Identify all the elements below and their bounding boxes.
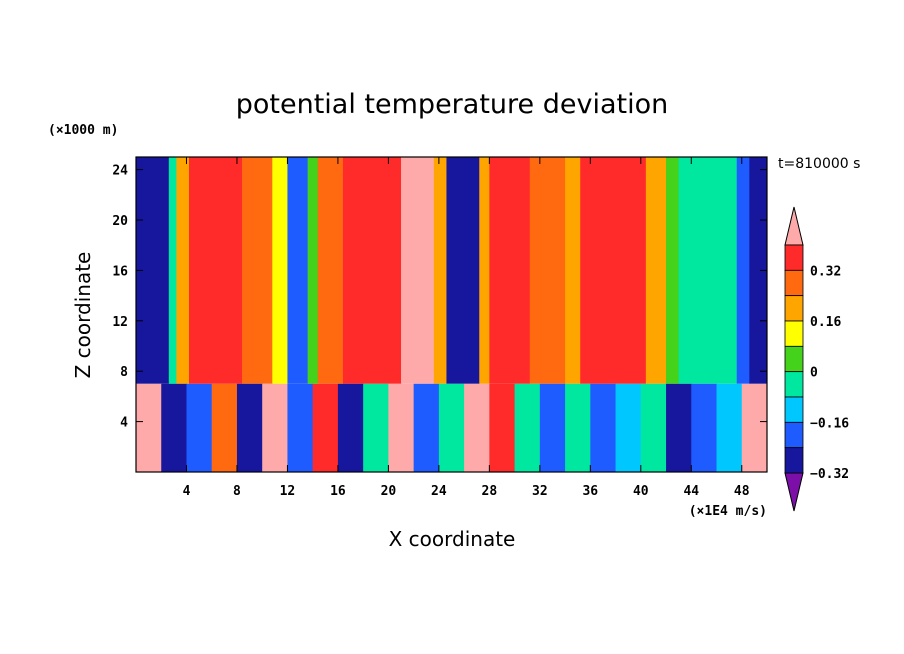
lower-column-19: [615, 383, 642, 472]
lower-column-15: [514, 383, 541, 472]
lower-column-4: [236, 383, 263, 472]
colorbar-segment-1: [784, 269, 804, 297]
lower-column-17: [565, 383, 591, 472]
x-tick-label-2: 12: [280, 484, 296, 499]
upper-column-12: [446, 157, 480, 384]
x-tick-label-9: 40: [633, 484, 649, 499]
lower-column-20: [640, 383, 667, 472]
upper-column-4: [242, 157, 273, 384]
lower-column-10: [388, 383, 415, 472]
colorbar-label-1: 0.16: [810, 315, 841, 330]
lower-layer-field: [136, 383, 768, 472]
colorbar-label-2: 0: [810, 366, 818, 381]
lower-column-9: [363, 383, 389, 472]
colorbar-label-4: −0.32: [810, 467, 849, 482]
upper-column-19: [666, 157, 680, 384]
y-tick-label-1: 8: [120, 365, 128, 380]
plot-frame: [135, 156, 768, 473]
lower-column-7: [312, 383, 339, 472]
upper-column-3: [189, 157, 243, 384]
time-label: t=810000 s: [778, 156, 860, 172]
upper-column-8: [317, 157, 344, 384]
upper-column-9: [342, 157, 402, 384]
colorbar-segment-3: [784, 320, 804, 347]
x-tick-label-3: 16: [330, 484, 346, 499]
upper-column-18: [645, 157, 667, 384]
y-axis: 4 8 12 16 20 24: [112, 164, 767, 431]
y-tick-label-5: 24: [112, 164, 128, 179]
lower-column-12: [438, 383, 465, 472]
y-axis-label: Z coordinate: [71, 252, 95, 379]
colorbar-segment-2: [784, 295, 804, 322]
lower-column-11: [413, 383, 440, 472]
x-tick-label-8: 36: [582, 484, 598, 499]
upper-column-14: [489, 157, 531, 384]
lower-column-13: [464, 383, 490, 472]
upper-column-11: [433, 157, 447, 384]
colorbar-segment-4: [784, 345, 804, 373]
colorbar-segment-0: [784, 244, 804, 271]
upper-column-20: [678, 157, 738, 384]
lower-column-21: [666, 383, 692, 472]
upper-column-17: [580, 157, 647, 384]
upper-column-1: [168, 157, 177, 384]
upper-column-22: [749, 157, 768, 384]
upper-column-7: [307, 157, 319, 384]
lower-column-2: [186, 383, 213, 472]
colorbar-label-0: 0.32: [810, 264, 841, 279]
x-axis-label: X coordinate: [389, 527, 516, 551]
y-tick-label-0: 4: [120, 416, 128, 431]
x-tick-label-11: 48: [734, 484, 750, 499]
colorbar-segment-7: [784, 421, 804, 449]
y-tick-label-2: 12: [112, 315, 128, 330]
chart-title: potential temperature deviation: [236, 89, 668, 120]
y-tick-label-4: 20: [112, 214, 128, 229]
colorbar-label-3: −0.16: [810, 416, 849, 431]
lower-column-24: [741, 383, 768, 472]
lower-column-14: [489, 383, 516, 472]
upper-column-16: [565, 157, 581, 384]
upper-column-21: [736, 157, 750, 384]
lower-column-5: [262, 383, 288, 472]
x-tick-label-4: 20: [381, 484, 397, 499]
colorbar-segment-8: [784, 447, 804, 474]
upper-column-10: [401, 157, 435, 384]
upper-column-2: [176, 157, 190, 384]
lower-column-1: [161, 383, 187, 472]
colorbar: 0.32 0.16 0 −0.16 −0.32: [784, 206, 849, 512]
lower-column-0: [136, 383, 162, 472]
y-unit-label: (×1000 m): [48, 123, 118, 138]
x-tick-label-0: 4: [183, 484, 191, 499]
lower-column-18: [590, 383, 617, 472]
lower-column-23: [716, 383, 743, 472]
y-tick-label-3: 16: [112, 264, 128, 279]
upper-column-5: [272, 157, 288, 384]
lower-column-3: [211, 383, 238, 472]
x-tick-label-1: 8: [233, 484, 241, 499]
lower-column-8: [337, 383, 364, 472]
colorbar-top-arrow: [784, 206, 804, 246]
x-tick-label-5: 24: [431, 484, 447, 499]
x-unit-label: (×1E4 m/s): [689, 504, 767, 519]
colorbar-segment-6: [784, 396, 804, 423]
plot-area: [135, 156, 768, 473]
x-tick-label-6: 28: [482, 484, 498, 499]
colorbar-bottom-arrow: [784, 472, 804, 512]
lower-column-6: [287, 383, 314, 472]
lower-column-16: [539, 383, 566, 472]
x-tick-label-7: 32: [532, 484, 548, 499]
lower-column-22: [691, 383, 718, 472]
upper-column-13: [479, 157, 490, 384]
upper-layer-field: [136, 157, 768, 384]
colorbar-segment-5: [784, 371, 804, 398]
x-axis: 4 8 12 16 20 24 28 32 36 40 44 48: [183, 157, 750, 499]
upper-column-6: [287, 157, 309, 384]
x-tick-label-10: 44: [683, 484, 699, 499]
upper-column-15: [529, 157, 566, 384]
